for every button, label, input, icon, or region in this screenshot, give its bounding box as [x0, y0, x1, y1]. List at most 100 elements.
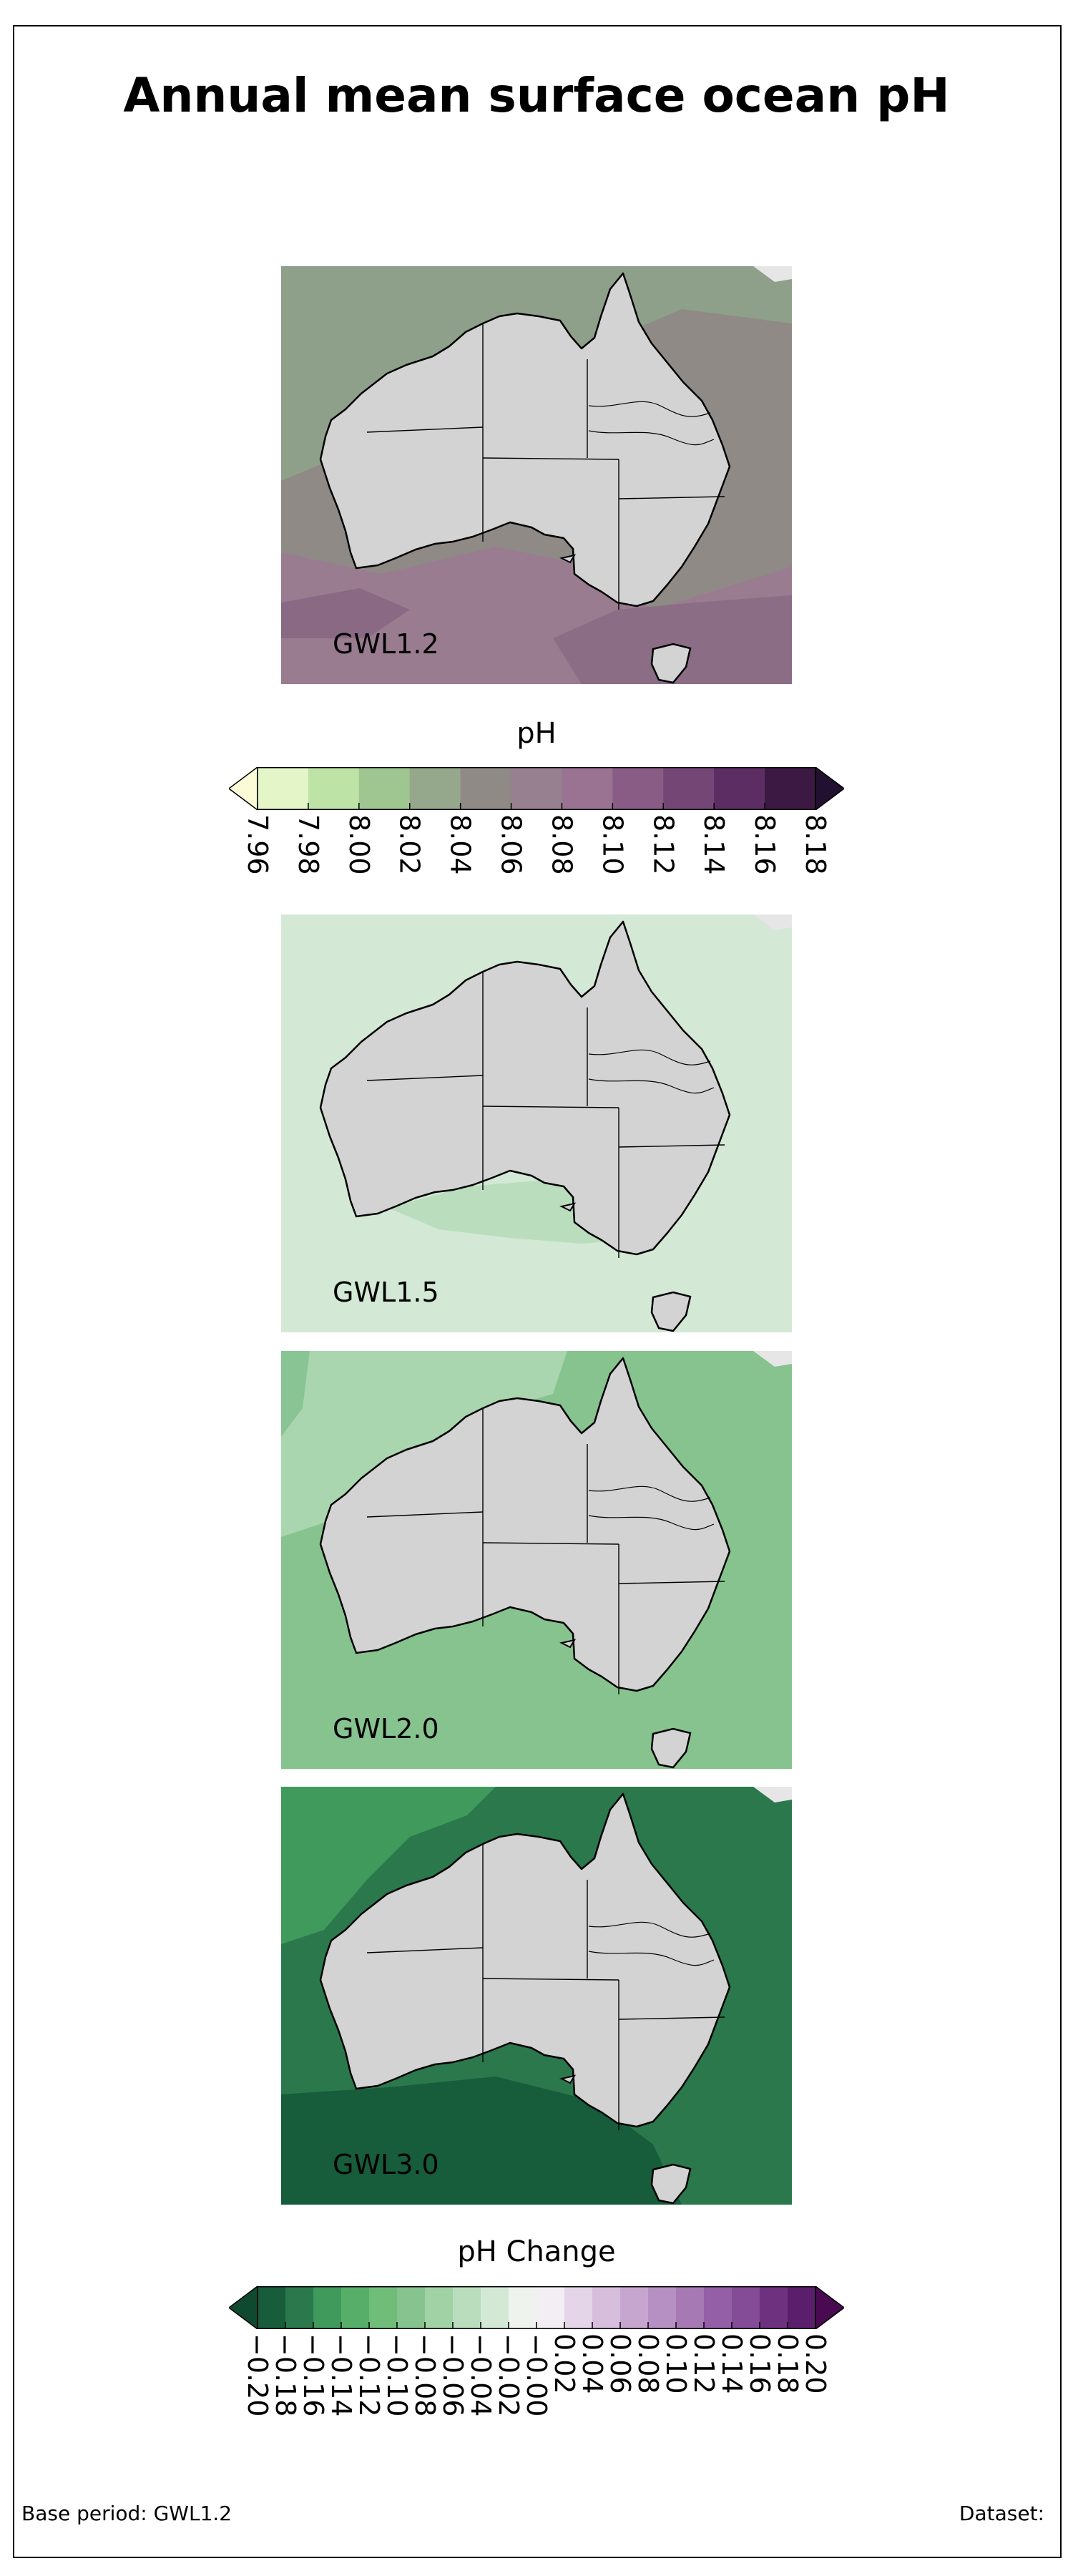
state-border	[366, 426, 484, 433]
colorbar-segment	[536, 2286, 565, 2329]
colorbar-segment	[285, 2286, 314, 2329]
colorbar-under-arrow	[229, 2286, 258, 2329]
colorbar-segment	[460, 767, 512, 810]
state-border	[618, 1144, 725, 1148]
ph-change-colorbar-title: pH Change	[457, 2235, 616, 2268]
colorbar-segment	[258, 2286, 286, 2329]
map-panel-gwl1-5: GWL1.5	[281, 914, 792, 1332]
colorbar-segment	[648, 2286, 677, 2329]
colorbar-tick-label: −0.02	[493, 2333, 524, 2417]
landmass-edge	[753, 266, 792, 282]
tasmania	[650, 1727, 692, 1769]
tasmania	[650, 1291, 692, 1332]
state-border	[618, 2016, 725, 2020]
ocean-region	[281, 2077, 682, 2205]
map-panel-gwl2-0: GWL2.0	[281, 1351, 792, 1769]
colorbar-segment	[509, 2286, 537, 2329]
panel-label: GWL3.0	[333, 2149, 439, 2180]
colorbar-tick-label: −0.08	[409, 2333, 441, 2417]
colorbar-under-arrow	[229, 767, 258, 810]
colorbar-tick-label: 0.12	[688, 2333, 720, 2394]
map-svg	[281, 1351, 792, 1769]
landmass-edge	[753, 914, 792, 930]
colorbar-segment	[258, 767, 309, 810]
state-border	[482, 1542, 619, 1545]
colorbar-tick-label: 8.18	[800, 814, 831, 875]
panel-label: GWL1.2	[333, 628, 439, 660]
colorbar-segment	[409, 767, 461, 810]
map-svg	[281, 1787, 792, 2205]
australia-mainland	[319, 1792, 731, 2128]
colorbar-tick-label: 0.10	[660, 2333, 692, 2394]
colorbar-tick-label: 0.18	[772, 2333, 803, 2394]
colorbar-segment	[760, 2286, 788, 2329]
colorbar-over-arrow	[815, 2286, 844, 2329]
colorbar-tick-label: 8.10	[597, 814, 629, 875]
dataset-label: Dataset:	[959, 2502, 1044, 2525]
colorbar-segment	[358, 767, 411, 810]
colorbar-tick-label: −0.04	[465, 2333, 496, 2417]
colorbar-tick-label: −0.00	[521, 2333, 552, 2417]
colorbar-tick-label: 8.08	[546, 814, 578, 875]
river-line	[588, 1951, 715, 1966]
colorbar-segment	[788, 2286, 816, 2329]
figure-frame	[13, 25, 1062, 2558]
colorbar-tick-label: 8.06	[495, 814, 527, 875]
colorbar-tick-label: 0.20	[800, 2333, 831, 2394]
map-panel-gwl3-0: GWL3.0	[281, 1787, 792, 2205]
colorbar-segment	[397, 2286, 426, 2329]
ocean-region	[281, 1351, 310, 1437]
colorbar-segment	[511, 767, 563, 810]
colorbar-tick-label: 0.16	[744, 2333, 775, 2394]
australia-mainland	[319, 1357, 731, 1692]
river-line	[588, 401, 711, 417]
colorbar-tick-label: 8.02	[393, 814, 426, 875]
panel-label: GWL1.5	[333, 1277, 439, 1308]
figure-title: Annual mean surface ocean pH	[123, 68, 950, 123]
colorbar-segment	[663, 767, 715, 810]
colorbar-segment	[341, 2286, 370, 2329]
map-svg	[281, 914, 792, 1332]
colorbar-tick-label: 0.02	[549, 2333, 580, 2394]
tasmania	[650, 643, 692, 684]
colorbar-tick-label: 8.12	[647, 814, 680, 875]
state-border	[482, 1978, 619, 1981]
landmass-edge	[753, 1351, 792, 1367]
colorbar-segment	[612, 767, 664, 810]
colorbar-segment	[425, 2286, 454, 2329]
river-line	[588, 430, 715, 446]
colorbar-segment	[676, 2286, 705, 2329]
state-border	[482, 1106, 619, 1108]
colorbar-segment	[313, 2286, 342, 2329]
colorbar-segment	[562, 767, 613, 810]
landmass-edge	[753, 1787, 792, 1802]
colorbar-segment	[564, 2286, 593, 2329]
base-period-label: Base period: GWL1.2	[21, 2502, 232, 2525]
colorbar-tick-label: −0.14	[325, 2333, 357, 2417]
colorbar-segment	[592, 2286, 621, 2329]
map-panel-gwl1-2: GWL1.2	[281, 266, 792, 684]
ocean-region	[281, 588, 410, 638]
colorbar-over-arrow	[815, 767, 844, 810]
ocean-region	[281, 1787, 496, 1944]
ph-colorbar-title: pH	[516, 717, 557, 750]
state-border	[618, 1581, 725, 1584]
colorbar-tick-label: −0.10	[381, 2333, 413, 2417]
river-line	[588, 1515, 715, 1531]
colorbar-tick-label: 0.06	[604, 2333, 636, 2394]
colorbar-tick-label: 0.04	[577, 2333, 608, 2394]
river-line	[588, 1921, 711, 1938]
ocean-region	[553, 595, 792, 684]
colorbar-tick-label: −0.12	[353, 2333, 385, 2417]
colorbar-segment	[453, 2286, 481, 2329]
colorbar-segment	[714, 767, 765, 810]
colorbar-segment	[732, 2286, 760, 2329]
kangaroo-island	[559, 2074, 577, 2084]
colorbar-segment	[765, 767, 816, 810]
kangaroo-island	[559, 554, 577, 564]
colorbar-tick-label: 8.04	[444, 814, 476, 875]
colorbar-segment	[704, 2286, 733, 2329]
state-border	[482, 457, 619, 460]
ph-colorbar	[229, 767, 844, 810]
colorbar-tick-label: 7.98	[292, 814, 324, 875]
